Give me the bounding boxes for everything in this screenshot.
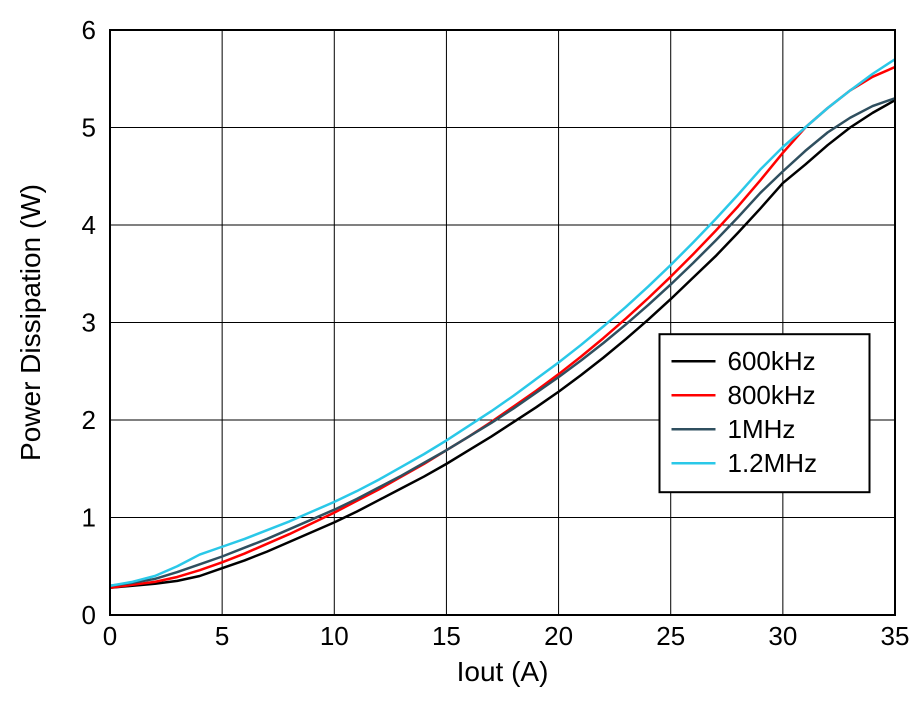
- power-dissipation-chart: 0 5 10 15 20 25 30 35 0 1 2 3 4 5 6 Iout (A) Power Dissi…: [0, 0, 924, 701]
- x-axis-label: Iout (A): [457, 656, 549, 687]
- x-tick-label: 35: [881, 621, 910, 651]
- y-tick-label: 6: [82, 15, 96, 45]
- legend-label: 800kHz: [728, 380, 816, 410]
- y-tick-label: 0: [82, 600, 96, 630]
- x-tick-label: 0: [103, 621, 117, 651]
- x-tick-label: 5: [215, 621, 229, 651]
- x-tick-label: 15: [432, 621, 461, 651]
- y-tick-label: 5: [82, 113, 96, 143]
- legend: 600kHz 800kHz 1MHz 1.2MHz: [660, 334, 870, 492]
- legend-label: 1.2MHz: [728, 448, 818, 478]
- y-tick-label: 1: [82, 503, 96, 533]
- y-tick-label: 4: [82, 210, 96, 240]
- x-tick-label: 25: [656, 621, 685, 651]
- legend-label: 1MHz: [728, 414, 796, 444]
- y-tick-label: 2: [82, 405, 96, 435]
- x-tick-label: 30: [768, 621, 797, 651]
- y-axis-label: Power Dissipation (W): [15, 184, 46, 461]
- y-tick-label: 3: [82, 308, 96, 338]
- legend-label: 600kHz: [728, 346, 816, 376]
- chart-svg: 0 5 10 15 20 25 30 35 0 1 2 3 4 5 6 Iout (A) Power Dissi…: [0, 0, 924, 701]
- x-tick-label: 20: [544, 621, 573, 651]
- x-tick-label: 10: [320, 621, 349, 651]
